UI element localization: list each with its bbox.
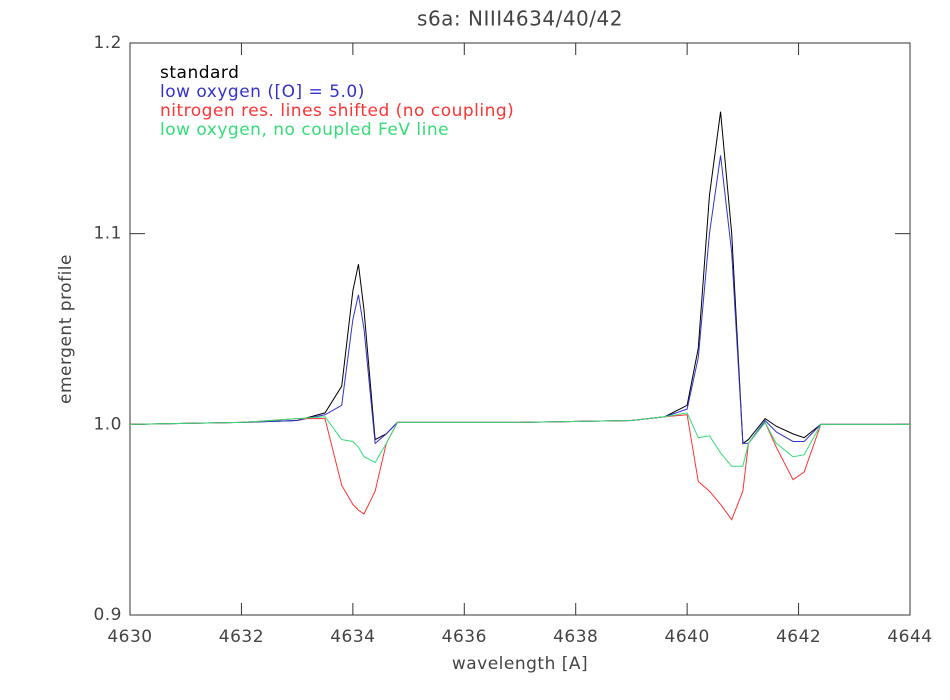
y-axis-label: emergent profile — [56, 254, 76, 404]
x-tick-label: 4632 — [219, 627, 264, 647]
y-tick-label: 1.2 — [93, 33, 122, 53]
plot-frame — [129, 42, 911, 616]
legend-entry: nitrogen res. lines shifted (no coupling… — [160, 101, 514, 121]
chart-title: s6a: NIII4634/40/42 — [417, 7, 623, 31]
series-line — [129, 412, 910, 467]
x-axis-label: wavelength [A] — [452, 654, 588, 674]
x-tick-label: 4636 — [442, 627, 487, 647]
x-tick-label: 4634 — [330, 627, 375, 647]
x-tick-label: 4638 — [553, 627, 598, 647]
legend-entry: low oxygen ([O] = 5.0) — [160, 82, 365, 102]
series-line — [129, 111, 910, 445]
legend-entry: standard — [160, 63, 239, 83]
legend-entry: low oxygen, no coupled FeV line — [160, 120, 449, 140]
x-tick-label: 4630 — [107, 627, 152, 647]
series-line — [129, 155, 910, 445]
x-tick-label: 4642 — [776, 627, 821, 647]
x-tick-label: 4644 — [887, 627, 932, 647]
x-tick-label: 4640 — [665, 627, 710, 647]
y-tick-label: 1.1 — [93, 224, 122, 244]
y-tick-label: 1.0 — [93, 414, 122, 434]
y-tick-label: 0.9 — [93, 605, 122, 625]
series-line — [129, 414, 910, 521]
